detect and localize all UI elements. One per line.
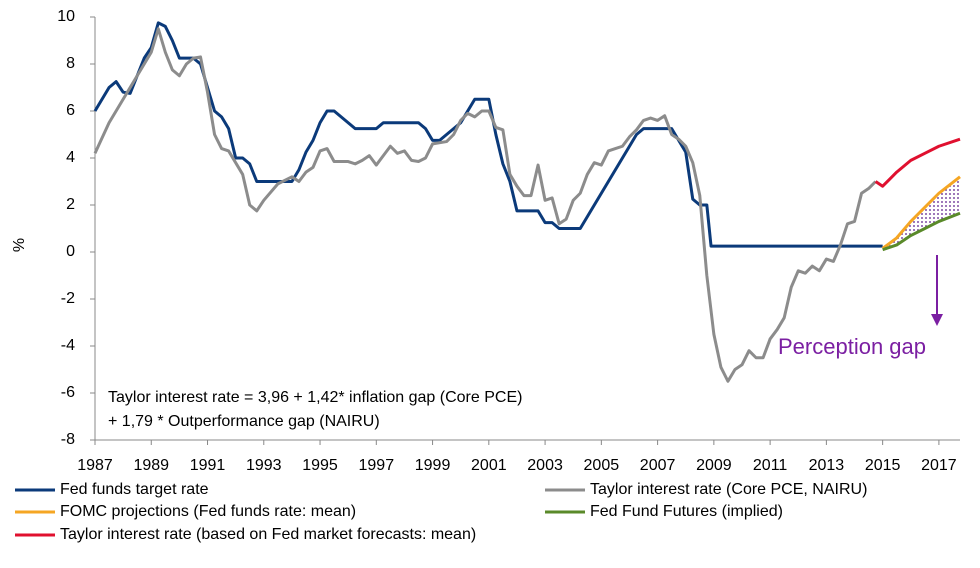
y-tick-label: -4 <box>61 337 75 354</box>
series-line <box>882 211 961 252</box>
legend-label: Taylor interest rate (Core PCE, NAIRU) <box>590 481 867 498</box>
x-tick-label: 1997 <box>359 457 395 474</box>
y-tick-label: 0 <box>66 243 75 260</box>
legend-label: Taylor interest rate (based on Fed marke… <box>60 526 476 543</box>
y-tick-label: 8 <box>66 55 75 72</box>
x-tick-label: 2007 <box>640 457 676 474</box>
y-tick-label: 2 <box>66 196 75 213</box>
x-tick-label: 2013 <box>809 457 845 474</box>
x-tick-label: 1989 <box>133 457 169 474</box>
series-line <box>874 137 961 188</box>
y-tick-label: 10 <box>57 8 75 25</box>
x-tick-label: 2001 <box>471 457 507 474</box>
annotation: Perception gap <box>778 334 926 359</box>
annotation: Taylor interest rate = 3,96 + 1,42* infl… <box>108 389 522 406</box>
x-tick-label: 2005 <box>584 457 620 474</box>
legend-label: Fed funds target rate <box>60 481 209 498</box>
y-tick-label: 4 <box>66 149 75 166</box>
series-line <box>93 27 877 383</box>
y-tick-label: -2 <box>61 290 75 307</box>
y-axis-label: % <box>11 238 28 252</box>
x-tick-label: 1999 <box>415 457 451 474</box>
x-tick-label: 1993 <box>246 457 282 474</box>
gap-area <box>882 176 960 250</box>
annotation: + 1,79 * Outperformance gap (NAIRU) <box>108 413 380 430</box>
legend-label: FOMC projections (Fed funds rate: mean) <box>60 503 356 520</box>
x-tick-label: 2011 <box>753 457 788 474</box>
legend-label: Fed Fund Futures (implied) <box>590 503 783 520</box>
x-tick-label: 1991 <box>190 457 226 474</box>
x-tick-label: 2009 <box>696 457 732 474</box>
x-tick-label: 1987 <box>77 457 113 474</box>
series-line <box>881 175 961 250</box>
y-tick-label: -6 <box>61 384 75 401</box>
x-tick-label: 1995 <box>302 457 338 474</box>
y-tick-label: 6 <box>66 102 75 119</box>
series-line <box>93 21 883 248</box>
x-tick-label: 2003 <box>527 457 563 474</box>
arrow-head <box>931 314 943 326</box>
x-tick-label: 2015 <box>865 457 901 474</box>
y-tick-label: -8 <box>61 431 75 448</box>
x-tick-label: 2017 <box>921 457 957 474</box>
